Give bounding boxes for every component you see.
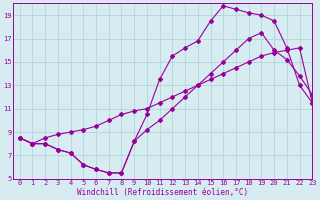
X-axis label: Windchill (Refroidissement éolien,°C): Windchill (Refroidissement éolien,°C) [77, 188, 248, 197]
